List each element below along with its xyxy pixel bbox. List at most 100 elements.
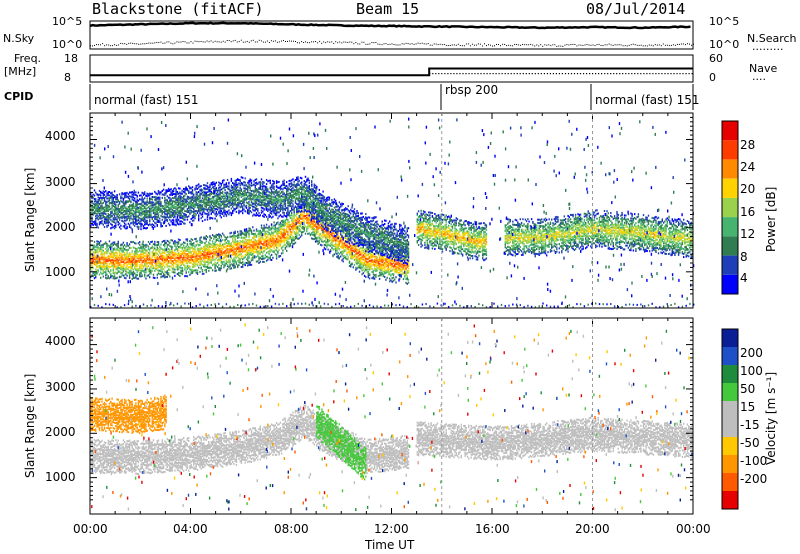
power-cell [110,195,112,198]
n-search-point [628,44,630,46]
power-cell [264,232,266,235]
power-cell [292,227,294,229]
power-cell [263,229,265,232]
power-cell [111,245,113,248]
power-cell [204,259,206,262]
power-cell [270,249,273,252]
nave-point [516,73,518,75]
power-cell [233,260,235,263]
power-cell [132,202,135,205]
power-cell [113,271,116,274]
power-cell [184,188,186,190]
power-cell [335,242,337,245]
power-cell [96,214,98,217]
power-cell [385,258,387,261]
power-cell [257,247,259,250]
power-cell [340,255,342,258]
power-cell [139,249,141,252]
power-cell [118,226,121,229]
power-cell [347,250,349,253]
power-cell [150,201,152,204]
power-cell [145,194,147,197]
power-cell [108,246,111,249]
power-cell [291,225,293,228]
power-cell [357,265,359,268]
power-cell [278,236,280,239]
power-cell [141,201,143,204]
power-cell [152,260,155,263]
n-search-point [236,41,238,43]
power-cell [229,264,231,267]
power-cell [136,201,138,204]
power-cell [264,230,266,233]
power-cell [203,256,205,259]
power-cell [292,224,294,227]
power-cell [397,273,400,276]
power-cell [248,255,250,258]
power-cell [302,227,304,230]
power-cell [265,230,268,233]
power-cell [307,204,309,207]
n-search-point [335,41,337,43]
power-cell [280,246,283,249]
power-cell [362,262,364,265]
power-cell [93,250,96,253]
power-cell [265,247,268,250]
power-cell [170,198,172,201]
power-cell [105,276,107,279]
power-cell [110,276,112,279]
power-cell [98,257,101,260]
power-cell [128,246,131,249]
power-cell [121,261,123,263]
power-cell [125,227,127,230]
power-cell [319,227,322,230]
power-cell [107,265,109,268]
power-cell [130,255,132,258]
power-cell [366,264,368,266]
power-cell [400,263,402,266]
power-cell [181,207,184,210]
power-cell [105,269,107,272]
power-cell [213,255,215,258]
power-cell [218,247,220,250]
power-cell [131,207,133,210]
power-cell [139,257,141,260]
power-cell [191,243,194,245]
power-cell [258,235,260,238]
power-cell [258,252,260,255]
power-cell [125,206,127,209]
power-cell [224,256,226,259]
power-cell [313,220,315,223]
power-cell [382,259,385,262]
power-cell [314,222,317,225]
power-cell [115,210,117,213]
power-cell [406,276,408,279]
power-cell [170,245,172,248]
power-cell [225,237,228,240]
power-cell [360,263,362,266]
power-cell [102,264,104,267]
power-cell [301,221,303,224]
power-cell [185,201,187,204]
power-cell [101,191,103,194]
power-cell [366,243,368,246]
power-cell [240,262,243,264]
power-cell [191,186,194,189]
power-cell [287,211,289,214]
power-cell [195,187,197,190]
n-search-point [421,42,423,44]
power-cell [292,220,294,222]
power-cell [136,210,138,213]
n-search-point [429,44,431,46]
power-cell [162,188,165,191]
power-cell [145,264,147,267]
power-cell [160,204,162,207]
power-cell [160,223,162,226]
power-cell [341,227,343,230]
power-cell [146,203,148,206]
power-cell [204,242,206,245]
power-cell [117,199,119,202]
power-cell [335,226,337,228]
power-cell [181,246,184,249]
power-cell [188,248,190,251]
